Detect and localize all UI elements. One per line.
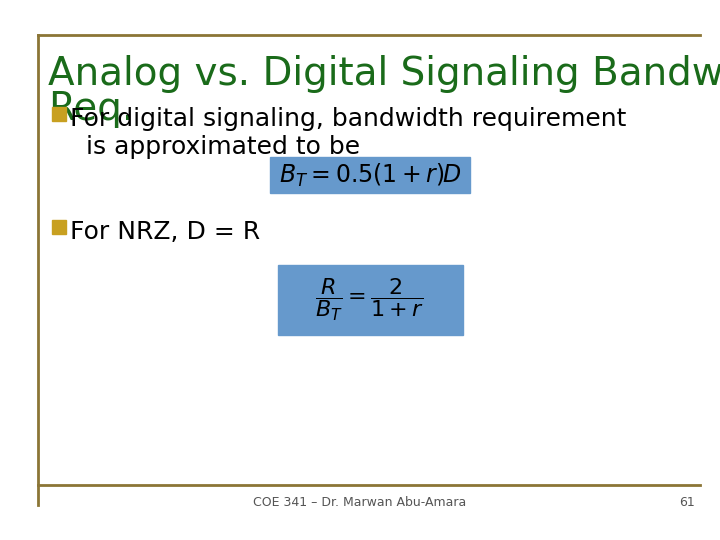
- Text: Analog vs. Digital Signaling Bandwidth: Analog vs. Digital Signaling Bandwidth: [48, 55, 720, 93]
- Text: $B_T = 0.5(1+r)D$: $B_T = 0.5(1+r)D$: [279, 161, 462, 188]
- FancyBboxPatch shape: [52, 220, 66, 234]
- FancyBboxPatch shape: [270, 157, 470, 193]
- Text: 61: 61: [679, 496, 695, 509]
- FancyBboxPatch shape: [277, 265, 462, 335]
- Text: Req.: Req.: [48, 90, 134, 128]
- Text: For digital signaling, bandwidth requirement: For digital signaling, bandwidth require…: [70, 107, 626, 131]
- Text: $\dfrac{R}{B_T} = \dfrac{2}{1+r}$: $\dfrac{R}{B_T} = \dfrac{2}{1+r}$: [315, 276, 425, 323]
- Text: COE 341 – Dr. Marwan Abu-Amara: COE 341 – Dr. Marwan Abu-Amara: [253, 496, 467, 509]
- Text: For NRZ, D = R: For NRZ, D = R: [70, 220, 260, 244]
- FancyBboxPatch shape: [52, 107, 66, 121]
- Text: is approximated to be: is approximated to be: [70, 135, 360, 159]
